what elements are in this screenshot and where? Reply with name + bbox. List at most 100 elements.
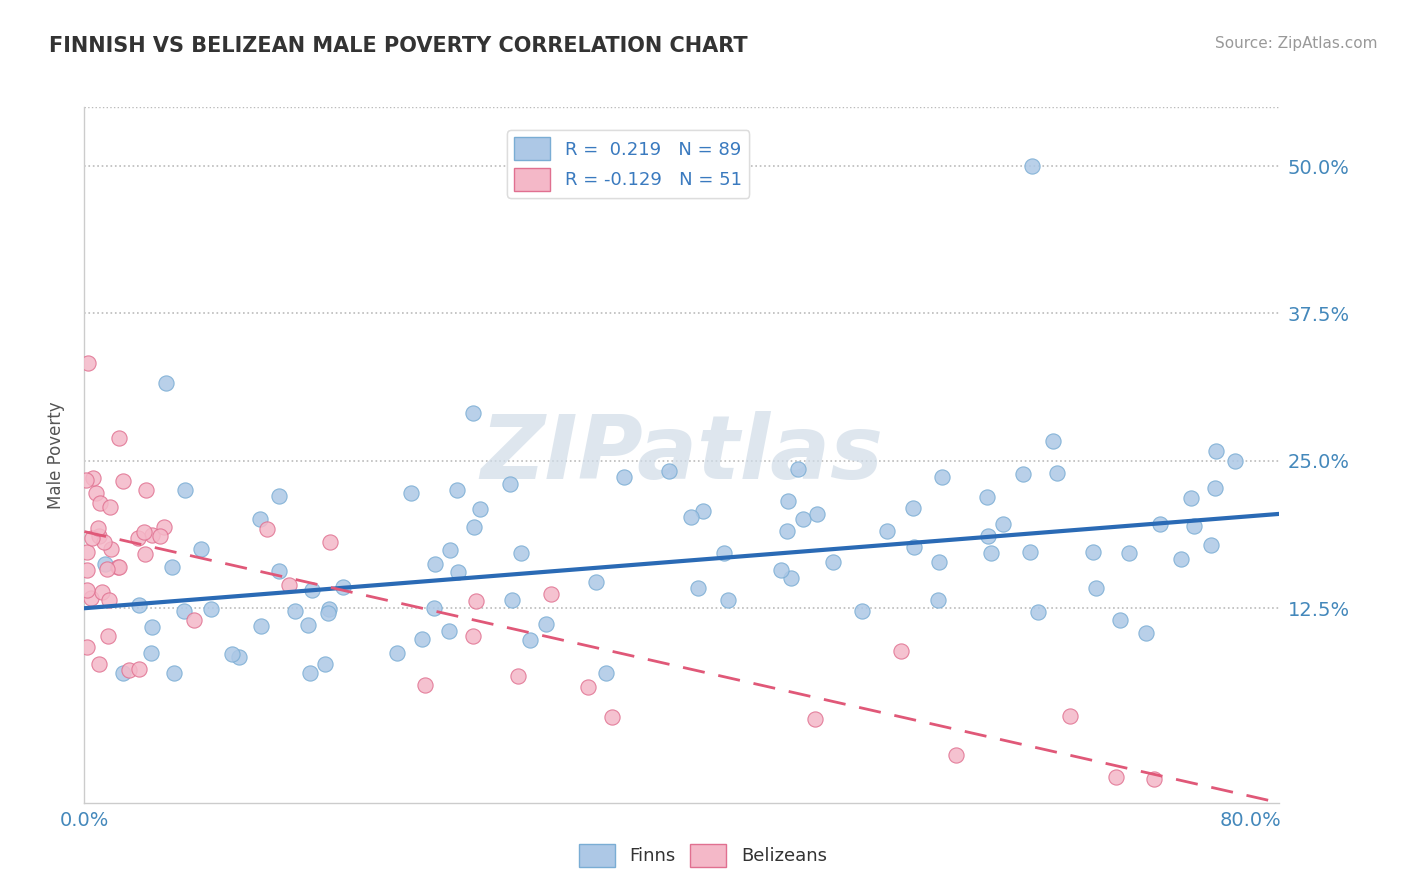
- Point: [1204, 481, 1226, 495]
- Legend: R =  0.219   N = 89, R = -0.129   N = 51: R = 0.219 N = 89, R = -0.129 N = 51: [508, 130, 749, 198]
- Point: [80, 591, 103, 606]
- Point: [991, 517, 1014, 532]
- Text: ZIPatlas: ZIPatlas: [481, 411, 883, 499]
- Point: [141, 527, 163, 541]
- Point: [1085, 581, 1108, 595]
- Point: [803, 711, 825, 725]
- Point: [318, 602, 340, 616]
- Point: [686, 581, 709, 595]
- Point: [613, 469, 636, 483]
- Point: [127, 532, 149, 546]
- Point: [1026, 605, 1049, 619]
- Point: [1011, 467, 1033, 482]
- Point: [160, 560, 183, 574]
- Point: [316, 606, 339, 620]
- Point: [903, 540, 925, 554]
- Point: [385, 646, 408, 660]
- Point: [600, 710, 623, 724]
- Point: [411, 632, 433, 646]
- Point: [190, 542, 212, 557]
- Point: [107, 560, 129, 574]
- Point: [155, 376, 177, 390]
- Point: [96, 562, 118, 576]
- Point: [89, 496, 111, 510]
- Point: [1046, 466, 1069, 480]
- Point: [509, 546, 531, 560]
- Point: [299, 666, 322, 681]
- Point: [401, 485, 423, 500]
- Point: [464, 593, 486, 607]
- Point: [447, 565, 470, 579]
- Point: [128, 662, 150, 676]
- Point: [256, 522, 278, 536]
- Point: [787, 462, 810, 476]
- Point: [890, 644, 912, 658]
- Point: [76, 640, 98, 655]
- Point: [82, 470, 104, 484]
- Point: [200, 602, 222, 616]
- Point: [931, 470, 953, 484]
- Point: [945, 748, 967, 763]
- Point: [1199, 538, 1222, 552]
- Point: [332, 580, 354, 594]
- Point: [576, 680, 599, 694]
- Point: [86, 486, 108, 500]
- Point: [89, 529, 111, 543]
- Point: [658, 464, 681, 478]
- Point: [778, 494, 800, 508]
- Point: [536, 616, 558, 631]
- Point: [314, 657, 336, 671]
- Point: [1105, 770, 1128, 784]
- Point: [80, 531, 103, 545]
- Point: [977, 529, 1000, 543]
- Point: [112, 474, 135, 488]
- Point: [1225, 453, 1247, 467]
- Point: [135, 483, 157, 497]
- Point: [439, 543, 461, 558]
- Point: [769, 563, 792, 577]
- Point: [301, 582, 323, 597]
- Point: [927, 593, 949, 607]
- Point: [318, 535, 340, 549]
- Point: [463, 406, 485, 420]
- Point: [149, 529, 172, 543]
- Point: [87, 657, 110, 672]
- Point: [75, 473, 97, 487]
- Point: [595, 666, 617, 681]
- Point: [128, 598, 150, 612]
- Point: [928, 555, 950, 569]
- Point: [1018, 545, 1040, 559]
- Point: [87, 521, 110, 535]
- Point: [461, 629, 484, 643]
- Point: [90, 585, 112, 599]
- Point: [284, 603, 307, 617]
- Point: [152, 520, 174, 534]
- Point: [278, 578, 301, 592]
- Point: [776, 524, 799, 538]
- Point: [901, 501, 924, 516]
- Point: [792, 512, 814, 526]
- Point: [98, 500, 121, 515]
- Point: [679, 509, 702, 524]
- Point: [77, 356, 100, 370]
- Point: [1042, 434, 1064, 448]
- Point: [976, 490, 998, 504]
- Point: [1180, 491, 1202, 506]
- Point: [267, 489, 290, 503]
- Point: [141, 620, 163, 634]
- Point: [1021, 159, 1043, 173]
- Point: [250, 619, 273, 633]
- Point: [76, 545, 98, 559]
- Point: [1109, 613, 1132, 627]
- Point: [134, 547, 156, 561]
- Text: Source: ZipAtlas.com: Source: ZipAtlas.com: [1215, 36, 1378, 51]
- Point: [76, 563, 98, 577]
- Point: [851, 604, 873, 618]
- Point: [1143, 772, 1166, 787]
- Point: [1118, 546, 1140, 560]
- Point: [267, 564, 290, 578]
- Point: [413, 678, 436, 692]
- Point: [713, 546, 735, 560]
- Point: [540, 587, 562, 601]
- Point: [1205, 444, 1227, 458]
